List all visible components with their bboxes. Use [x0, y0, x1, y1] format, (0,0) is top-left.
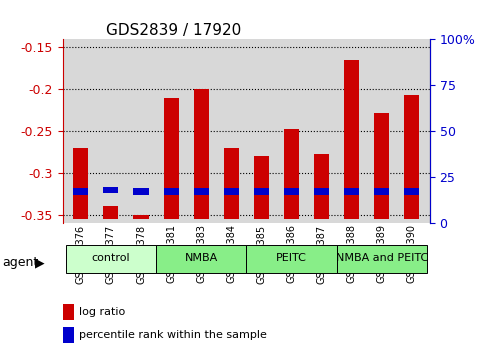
Bar	[314, 154, 329, 219]
Bar	[194, 89, 209, 219]
Bar	[103, 187, 118, 193]
Bar	[314, 188, 329, 195]
Bar	[63, 327, 74, 343]
Text: GDS2839 / 17920: GDS2839 / 17920	[106, 23, 242, 38]
Bar	[133, 215, 149, 219]
Text: agent: agent	[2, 256, 39, 269]
Text: PEITC: PEITC	[276, 253, 307, 263]
Text: log ratio: log ratio	[79, 307, 126, 317]
Text: NMBA: NMBA	[185, 253, 218, 263]
Bar	[194, 188, 209, 195]
Text: ▶: ▶	[35, 256, 44, 269]
Bar	[73, 188, 88, 195]
Bar	[254, 156, 269, 219]
Bar	[284, 129, 299, 219]
Bar	[404, 188, 419, 195]
Text: control: control	[92, 253, 130, 263]
Bar	[374, 113, 389, 219]
Bar	[404, 95, 419, 219]
Bar	[73, 148, 88, 219]
Bar	[284, 188, 299, 195]
Bar	[103, 206, 118, 219]
FancyBboxPatch shape	[66, 245, 156, 273]
Bar	[63, 304, 74, 320]
Bar	[344, 188, 359, 195]
Text: percentile rank within the sample: percentile rank within the sample	[79, 330, 267, 340]
Bar	[133, 188, 149, 195]
FancyBboxPatch shape	[156, 245, 246, 273]
FancyBboxPatch shape	[246, 245, 337, 273]
Bar	[224, 148, 239, 219]
Bar	[344, 60, 359, 219]
Bar	[254, 188, 269, 195]
Bar	[164, 188, 179, 195]
Text: NMBA and PEITC: NMBA and PEITC	[336, 253, 428, 263]
Bar	[374, 188, 389, 195]
Bar	[164, 97, 179, 219]
Bar	[224, 188, 239, 195]
FancyBboxPatch shape	[337, 245, 427, 273]
